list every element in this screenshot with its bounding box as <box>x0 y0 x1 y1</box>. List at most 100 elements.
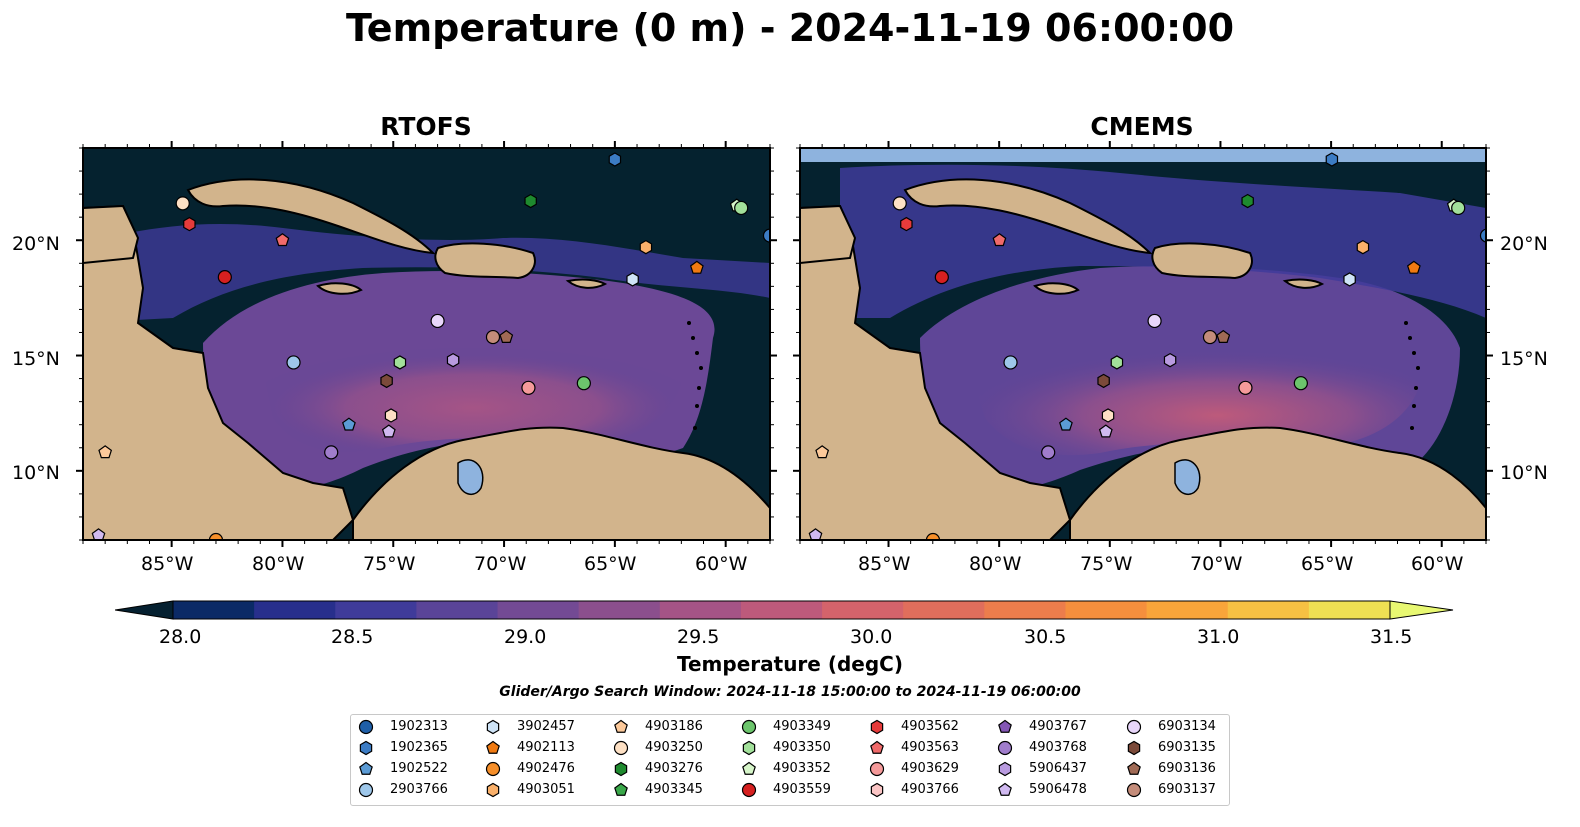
observation-marker <box>380 373 393 389</box>
colorbar-tick-28-5: 28.5 <box>331 626 374 648</box>
legend-marker-icon <box>998 782 1012 796</box>
observation-marker <box>1041 445 1056 460</box>
observation-marker <box>384 408 398 423</box>
legend-marker-icon <box>870 782 884 798</box>
colorbar-title: Temperature (degC) <box>677 652 903 676</box>
lon-tick-75w-right: 75°W <box>1080 553 1133 575</box>
colorbar-segment <box>335 601 417 619</box>
lat-tick-15n-left: 15°N <box>12 348 60 370</box>
observation-marker <box>1202 329 1218 345</box>
colorbar-segment <box>254 601 336 619</box>
lon-tick-70w-right: 70°W <box>1190 553 1243 575</box>
observation-marker <box>175 196 190 211</box>
observation-marker <box>524 193 537 209</box>
colorbar-segment <box>1065 601 1148 619</box>
observation-marker <box>1293 376 1308 391</box>
search-window-caption: Glider/Argo Search Window: 2024-11-18 15… <box>499 684 1081 700</box>
legend-label: 2903766 <box>390 782 448 797</box>
observation-marker <box>1238 380 1253 395</box>
legend-marker-icon <box>870 719 884 735</box>
legend-marker-icon <box>741 719 757 735</box>
legend-marker-icon <box>486 740 500 754</box>
lon-tick-65w-left: 65°W <box>584 553 637 575</box>
legend-marker-icon <box>870 740 884 754</box>
colorbar-extend-low <box>115 600 174 620</box>
legend-label: 1902313 <box>390 719 448 734</box>
lat-tick-15n-right: 15°N <box>1500 348 1548 370</box>
colorbar-segment <box>1146 601 1229 619</box>
observation-marker <box>217 270 232 285</box>
observation-marker <box>1101 408 1115 423</box>
legend-label: 6903136 <box>1158 761 1216 776</box>
legend-label: 4902476 <box>517 761 575 776</box>
legend-marker-icon <box>1127 761 1141 775</box>
legend-marker-icon <box>614 719 628 733</box>
temperature-colorbar <box>115 600 1454 620</box>
legend-label: 4903051 <box>517 782 575 797</box>
observation-marker <box>324 445 339 460</box>
lon-tick-65w-right: 65°W <box>1301 553 1354 575</box>
colorbar-tick-30-0: 30.0 <box>850 626 893 648</box>
legend: 1902313 1902365 1902522 2903766 3902457 49021… <box>350 714 1230 806</box>
legend-marker-icon <box>359 761 373 775</box>
panel-title-rtofs: RTOFS <box>380 112 472 141</box>
observation-marker <box>934 270 949 285</box>
legend-label: 4903766 <box>901 782 959 797</box>
lat-tick-10n-left: 10°N <box>12 462 60 484</box>
lon-tick-85w-right: 85°W <box>858 553 911 575</box>
legend-marker-icon <box>486 719 500 735</box>
legend-label: 5906478 <box>1029 782 1087 797</box>
observation-marker <box>1451 200 1466 216</box>
legend-label: 4902113 <box>517 740 575 755</box>
observation-marker <box>1163 352 1177 368</box>
observation-marker <box>446 352 460 368</box>
legend-label: 4903768 <box>1029 740 1087 755</box>
legend-label: 4903186 <box>645 719 703 734</box>
observation-marker <box>1110 355 1124 370</box>
colorbar-segment <box>416 601 499 619</box>
colorbar-segment <box>1308 601 1391 619</box>
colorbar-tick-29-0: 29.0 <box>504 626 547 648</box>
colorbar-segment <box>173 601 255 619</box>
legend-label: 4903563 <box>901 740 959 755</box>
colorbar-tick-31-5: 31.5 <box>1370 626 1413 648</box>
legend-marker-icon <box>998 719 1012 733</box>
legend-label: 3902457 <box>517 719 575 734</box>
legend-marker-icon <box>613 740 629 756</box>
legend-label: 4903276 <box>645 761 703 776</box>
legend-label: 4903629 <box>901 761 959 776</box>
legend-marker-icon <box>869 761 885 777</box>
legend-label: 1902365 <box>390 740 448 755</box>
lon-tick-85w-left: 85°W <box>141 553 194 575</box>
observation-marker <box>1325 152 1339 167</box>
lon-tick-80w-right: 80°W <box>969 553 1022 575</box>
observation-marker <box>626 272 639 287</box>
observation-marker <box>1097 373 1110 389</box>
colorbar-extend-high <box>1389 600 1454 620</box>
legend-label: 6903135 <box>1158 740 1216 755</box>
legend-label: 6903137 <box>1158 782 1216 797</box>
legend-label: 4903350 <box>773 740 831 755</box>
lat-tick-20n-right: 20°N <box>1500 233 1548 255</box>
lat-tick-10n-right: 10°N <box>1500 462 1548 484</box>
cmems-temperature-map <box>800 148 1486 540</box>
legend-marker-icon <box>997 740 1013 756</box>
legend-label: 4903562 <box>901 719 959 734</box>
observation-marker <box>900 216 913 232</box>
colorbar-tick-30-5: 30.5 <box>1024 626 1067 648</box>
legend-marker-icon <box>358 719 374 735</box>
lon-tick-70w-left: 70°W <box>474 553 527 575</box>
legend-marker-icon <box>486 782 500 798</box>
colorbar-tick-29-5: 29.5 <box>677 626 720 648</box>
observation-marker <box>485 329 501 345</box>
colorbar-segment <box>578 601 661 619</box>
legend-marker-icon <box>741 782 757 798</box>
colorbar-segment <box>822 601 904 619</box>
legend-label: 4903352 <box>773 761 831 776</box>
legend-label: 6903134 <box>1158 719 1216 734</box>
legend-label: 4903349 <box>773 719 831 734</box>
legend-marker-icon <box>485 761 501 777</box>
lon-tick-60w-right: 60°W <box>1411 553 1464 575</box>
legend-marker-icon <box>1126 782 1142 798</box>
observation-marker <box>286 355 301 370</box>
